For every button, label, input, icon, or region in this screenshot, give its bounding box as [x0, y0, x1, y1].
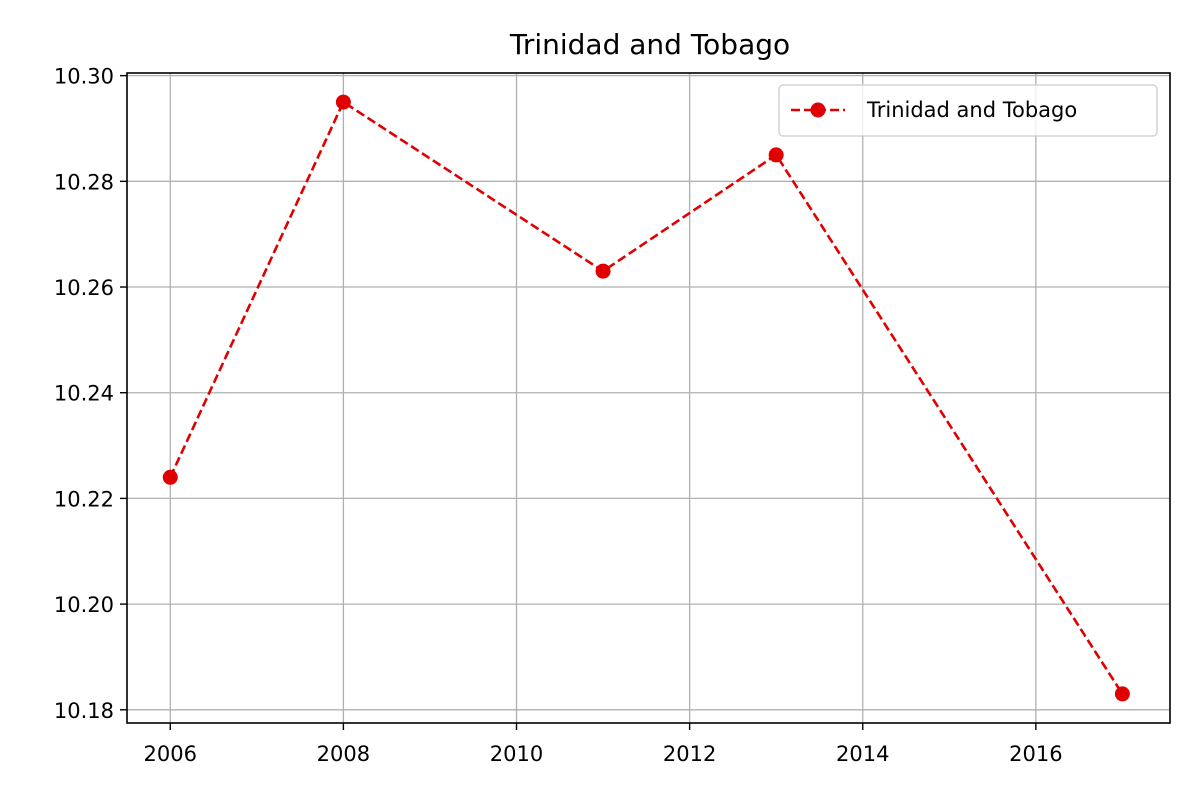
- x-tick-label: 2010: [490, 742, 543, 766]
- x-tick-label: 2012: [663, 742, 716, 766]
- data-point: [335, 94, 351, 110]
- legend: Trinidad and Tobago: [778, 84, 1158, 137]
- y-tick-label: 10.20: [54, 593, 114, 617]
- legend-marker-icon: [810, 102, 826, 118]
- x-tick-label: 2006: [144, 742, 197, 766]
- data-point: [768, 147, 784, 163]
- y-tick-label: 10.30: [54, 65, 114, 89]
- data-point: [162, 469, 178, 485]
- y-tick-label: 10.22: [54, 487, 114, 511]
- y-tick-label: 10.26: [54, 276, 114, 300]
- y-tick-label: 10.18: [54, 699, 114, 723]
- data-point: [1114, 686, 1130, 702]
- axis-ticks: 2006 2008 2010 2012 2014 2016 10.18 10.20 10.22 1…: [54, 65, 1063, 766]
- data-point: [595, 263, 611, 279]
- legend-box: [778, 84, 1158, 137]
- series-layer: [162, 94, 1130, 702]
- x-tick-label: 2008: [317, 742, 370, 766]
- y-tick-label: 10.28: [54, 170, 114, 194]
- y-tick-label: 10.24: [54, 382, 114, 406]
- series-line: [169, 100, 1124, 695]
- chart-title: Trinidad and Tobago: [509, 28, 790, 61]
- legend-label: Trinidad and Tobago: [866, 98, 1077, 122]
- grid-lines: [127, 73, 1170, 723]
- x-tick-label: 2016: [1009, 742, 1062, 766]
- plot-frame: [126, 72, 1171, 724]
- x-tick-label: 2014: [836, 742, 889, 766]
